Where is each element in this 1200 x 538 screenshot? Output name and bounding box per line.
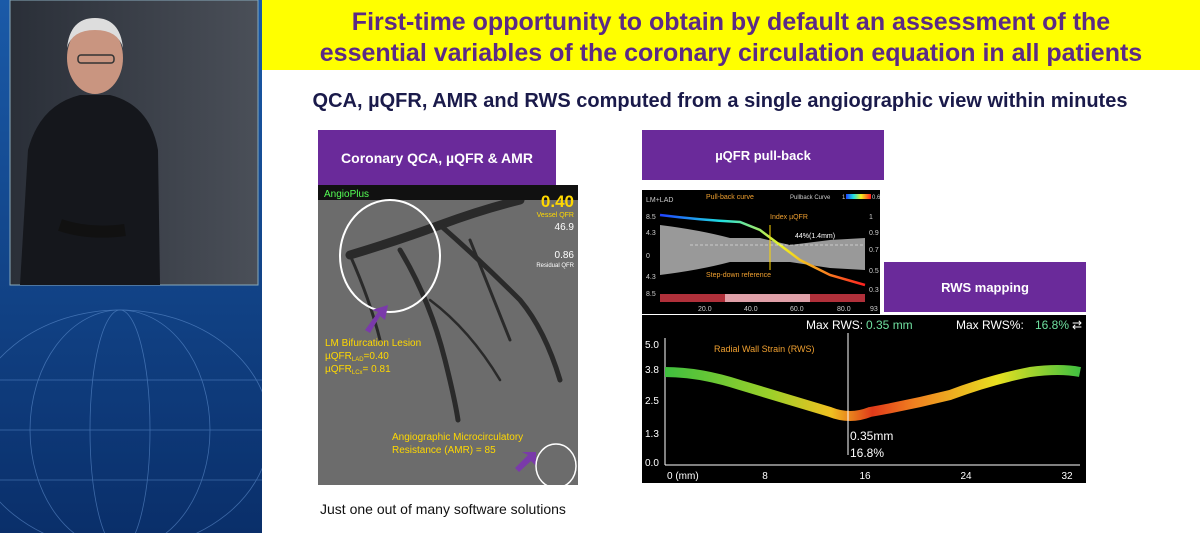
app-name: AngioPlus xyxy=(324,189,369,200)
marker-label: 16.8% xyxy=(850,446,884,460)
title-band xyxy=(262,0,1200,70)
x-axis-label: 16 xyxy=(859,471,871,482)
x-axis-label: 32 xyxy=(1061,471,1073,482)
panel-header xyxy=(318,130,556,185)
panel-header-text: µQFR pull-back xyxy=(715,148,811,163)
lad-value: =0.40 xyxy=(364,351,390,362)
speaker xyxy=(20,18,160,285)
vessel-profile xyxy=(660,225,865,275)
vessel-qfr-label: Vessel QFR xyxy=(537,212,574,219)
left-axis-label: 8.5 xyxy=(646,214,656,221)
lad-sub: LAD xyxy=(352,357,364,363)
bottom-axis-label: 40.0 xyxy=(744,306,758,313)
diameter-value: 46.9 xyxy=(555,222,575,233)
panel-header xyxy=(884,262,1086,312)
lcx-prefix: µQFR xyxy=(325,364,352,375)
right-axis-label: 0.3 xyxy=(869,287,879,294)
y-axis-label: 5.0 xyxy=(645,340,659,351)
bottom-axis-label: 80.0 xyxy=(837,306,851,313)
vessel-tree xyxy=(345,195,563,423)
right-axis-label: 0.9 xyxy=(869,230,879,237)
x-axis-label: 0 (mm) xyxy=(667,471,699,482)
lcx-value: = 0.81 xyxy=(363,364,392,375)
panel-header-text: RWS mapping xyxy=(941,280,1029,295)
footnote: Just one out of many software solutions xyxy=(320,501,566,517)
right-axis-label: 1 xyxy=(869,214,873,221)
rws-chart xyxy=(642,315,1086,483)
y-axis-label: 0.0 xyxy=(645,458,659,469)
annotation: Index µQFR xyxy=(770,214,808,221)
y-axis-label: 2.5 xyxy=(645,396,659,407)
amr-label: Angiographic Microcirculatory xyxy=(392,432,523,443)
annotation: Step-down reference xyxy=(706,272,771,279)
right-axis-label: 0.5 xyxy=(869,268,879,275)
vessel-label: LM+LAD xyxy=(646,197,673,204)
lcx-sub: LCx xyxy=(352,370,363,376)
residual-qfr-value: 0.86 xyxy=(555,250,575,261)
max-rws-value: 0.35 mm xyxy=(866,318,913,332)
rws-profile xyxy=(664,365,1081,421)
marker-label: 0.35mm xyxy=(850,429,893,443)
lad-prefix: µQFR xyxy=(325,351,352,362)
panel-header-text: Coronary QCA, µQFR & AMR xyxy=(341,150,533,166)
arrow xyxy=(515,452,536,472)
arrow xyxy=(365,305,388,333)
max-rws-pct-value: 16.8% xyxy=(1035,318,1069,332)
panel-header xyxy=(642,130,884,180)
legend-max: 0.6 xyxy=(872,195,881,201)
left-axis-label: 0 xyxy=(646,253,650,260)
lad-qfr: µQFRLAD=0.40 xyxy=(325,351,389,363)
left-axis-label: 4.3 xyxy=(646,230,656,237)
left-axis-label: 8.5 xyxy=(646,291,656,298)
amr-label: Resistance (AMR) = 85 xyxy=(392,445,496,456)
slide-title: essential variables of the coronary circ… xyxy=(320,39,1142,67)
app-toolbar xyxy=(318,185,578,200)
bottom-axis-label: 20.0 xyxy=(698,306,712,313)
annotation: 44%(1.4mm) xyxy=(795,233,835,240)
y-axis-label: 3.8 xyxy=(645,365,659,376)
annotation: Pull-back curve xyxy=(706,194,754,201)
right-axis-label: 0.7 xyxy=(869,247,879,254)
lesion-label: LM Bifurcation Lesion xyxy=(325,338,421,349)
max-rws-pct-label: Max RWS%: xyxy=(956,318,1024,332)
lesion-circle xyxy=(339,199,441,313)
vessel-qfr-value: 0.40 xyxy=(541,192,574,211)
amr-circle xyxy=(535,443,577,489)
left-axis-label: 4.3 xyxy=(646,274,656,281)
residual-qfr-label: Residual QFR xyxy=(536,263,574,269)
lesion-bar-segment xyxy=(725,294,810,302)
y-axis-label: 1.3 xyxy=(645,429,659,440)
legend-min: 1 xyxy=(842,195,846,201)
slide-title: First-time opportunity to obtain by defa… xyxy=(352,8,1110,36)
x-axis-label: 8 xyxy=(762,471,768,482)
x-axis-label: 24 xyxy=(960,471,972,482)
legend-label: Pullback Curve xyxy=(790,195,831,201)
plot-title: Radial Wall Strain (RWS) xyxy=(714,344,815,354)
lcx-qfr: µQFRLCx= 0.81 xyxy=(325,364,391,376)
bottom-axis-label: 60.0 xyxy=(790,306,804,313)
toggle-icon[interactable]: ⇄ xyxy=(1072,318,1082,332)
slide-subtitle: QCA, µQFR, AMR and RWS computed from a s… xyxy=(313,90,1128,112)
max-rws-label: Max RWS: xyxy=(806,318,863,332)
bottom-axis-label: 93 xyxy=(870,306,878,313)
legend-scale xyxy=(846,194,871,199)
